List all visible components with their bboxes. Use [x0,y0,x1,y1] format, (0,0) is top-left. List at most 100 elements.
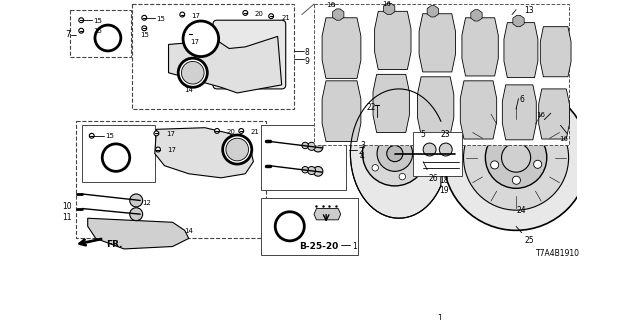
Text: 16: 16 [326,2,335,8]
Text: 3: 3 [360,141,365,150]
Bar [262,125,346,190]
Polygon shape [460,81,497,139]
Circle shape [308,142,316,150]
Circle shape [387,146,403,162]
Circle shape [275,212,304,241]
Polygon shape [314,4,568,146]
Text: FR.: FR. [106,240,123,249]
Polygon shape [539,89,570,139]
Circle shape [513,176,520,184]
Circle shape [95,25,121,51]
Circle shape [485,127,547,188]
Circle shape [308,166,316,175]
Circle shape [491,161,499,169]
Circle shape [223,135,252,164]
Circle shape [90,133,94,138]
Polygon shape [540,27,571,77]
Text: 15: 15 [106,133,115,140]
Text: 17: 17 [191,13,200,19]
Text: T7A4B1910: T7A4B1910 [536,249,580,258]
Circle shape [226,138,248,161]
Text: 4: 4 [360,152,365,161]
Circle shape [499,135,506,144]
Text: 23: 23 [441,130,451,139]
Text: 2: 2 [358,147,364,156]
Polygon shape [471,10,482,21]
Text: 16: 16 [536,112,545,117]
Text: 1: 1 [352,243,356,252]
Circle shape [420,147,434,160]
Text: B-25-20: B-25-20 [299,243,338,252]
Circle shape [142,15,147,20]
Circle shape [142,26,147,31]
Text: 26: 26 [429,174,438,183]
Polygon shape [513,15,524,27]
Text: 15: 15 [93,18,102,24]
Text: 9: 9 [304,57,309,66]
Polygon shape [374,11,411,69]
Circle shape [102,144,130,171]
Text: 7: 7 [65,30,70,39]
Bar [413,132,462,176]
Text: 16: 16 [559,136,568,142]
Bar [132,4,294,109]
Circle shape [243,11,248,15]
Circle shape [377,136,413,171]
Text: 11: 11 [62,212,71,221]
Text: 17: 17 [166,131,175,137]
Circle shape [374,103,380,108]
Text: 10: 10 [62,202,72,211]
Circle shape [302,166,308,173]
Text: 20: 20 [227,129,236,135]
Circle shape [399,127,406,134]
Circle shape [313,142,323,152]
Text: 20: 20 [255,11,264,17]
Circle shape [534,160,541,168]
Polygon shape [502,85,536,140]
Circle shape [214,129,220,133]
Text: 14: 14 [185,228,193,234]
Circle shape [239,129,244,133]
Circle shape [313,166,323,176]
Text: 5: 5 [420,130,425,139]
Text: 1: 1 [438,314,442,320]
Circle shape [302,142,308,149]
Text: 17: 17 [190,39,199,45]
Circle shape [180,12,185,17]
Circle shape [416,150,422,157]
Circle shape [269,14,273,19]
Circle shape [372,136,378,142]
Circle shape [362,121,427,186]
Circle shape [154,131,159,136]
Circle shape [423,143,436,156]
Text: 25: 25 [524,236,534,245]
Circle shape [183,21,219,57]
Text: 24: 24 [517,206,527,215]
Polygon shape [168,36,282,93]
Polygon shape [462,18,499,76]
Polygon shape [373,74,410,132]
Text: 6: 6 [519,95,524,104]
Text: 15: 15 [156,16,165,22]
Polygon shape [155,128,253,178]
Bar [82,125,155,182]
Polygon shape [88,218,189,249]
Circle shape [463,105,568,210]
Text: 17: 17 [168,147,177,153]
Polygon shape [427,6,438,17]
Text: 15: 15 [93,28,102,34]
Polygon shape [314,209,340,220]
Text: 14: 14 [185,87,193,93]
Circle shape [399,173,406,180]
Circle shape [444,85,589,230]
Bar [262,198,358,255]
Circle shape [188,32,193,36]
Bar [76,121,266,238]
Circle shape [372,164,378,171]
Text: 13: 13 [524,6,534,15]
Circle shape [182,61,204,84]
FancyBboxPatch shape [213,20,285,89]
Polygon shape [383,3,395,14]
Bar [70,10,131,57]
Circle shape [502,143,531,172]
